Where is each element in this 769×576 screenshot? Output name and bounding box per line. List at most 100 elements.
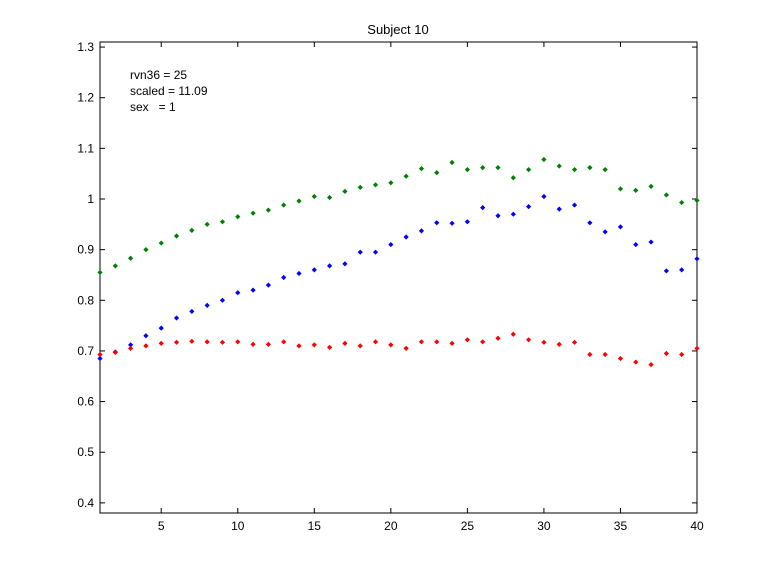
data-point-series-2: [495, 213, 501, 219]
x-tick-label: 30: [537, 519, 551, 533]
data-point-series-3: [587, 351, 593, 358]
data-point-series-2: [571, 202, 578, 208]
data-point-series-1: [648, 183, 654, 189]
data-point-series-3: [219, 339, 226, 345]
data-point-series-1: [311, 193, 317, 200]
y-tick-label: 0.4: [77, 496, 94, 510]
plot-area: [99, 41, 698, 514]
data-point-series-2: [403, 234, 409, 240]
data-point-series-3: [173, 339, 180, 345]
x-tick-label: 10: [231, 519, 245, 533]
data-point-series-3: [327, 344, 333, 350]
data-point-series-3: [388, 342, 394, 348]
data-point-series-3: [403, 345, 409, 352]
data-point-series-1: [434, 170, 440, 176]
data-point-series-1: [327, 194, 333, 201]
data-point-series-1: [204, 221, 210, 227]
y-tick-label: 1.1: [77, 141, 94, 155]
x-tick-label: 25: [461, 519, 475, 533]
data-point-series-3: [281, 339, 287, 345]
data-point-series-3: [556, 341, 562, 347]
y-tick-label: 0.9: [77, 243, 94, 257]
data-point-series-1: [281, 202, 287, 208]
y-tick-label: 1: [87, 192, 94, 206]
data-point-series-3: [571, 339, 578, 345]
data-point-series-3: [128, 345, 134, 352]
data-point-series-2: [189, 308, 195, 315]
y-tick-label: 1.2: [77, 91, 94, 105]
data-point-series-2: [128, 342, 134, 348]
data-point-series-1: [219, 219, 226, 225]
data-point-series-1: [587, 165, 593, 171]
data-point-series-2: [663, 268, 669, 274]
x-tick-label: 40: [690, 519, 704, 533]
data-point-series-1: [694, 197, 700, 204]
y-tick-label: 0.5: [77, 445, 94, 459]
data-point-series-1: [265, 207, 271, 213]
data-point-series-2: [388, 241, 394, 248]
y-axis: 0.4 0.5 0.6 0.7 0.8 0.9 1 1.1 1.2 1.3: [77, 40, 697, 510]
data-point-series-3: [265, 341, 271, 347]
data-point-series-1: [388, 180, 394, 186]
annotation-rvn36: rvn36 = 25: [130, 68, 187, 82]
data-point-series-1: [541, 156, 547, 163]
data-point-series-1: [679, 199, 685, 206]
data-point-series-2: [357, 249, 363, 255]
data-point-series-3: [434, 339, 440, 345]
data-point-series-1: [633, 187, 639, 193]
data-point-series-1: [480, 165, 486, 171]
y-tick-label: 0.7: [77, 344, 94, 358]
data-point-series-3: [97, 351, 103, 358]
data-point-series-2: [464, 219, 470, 225]
data-point-series-1: [526, 167, 532, 173]
data-point-series-1: [602, 167, 608, 173]
data-point-series-2: [541, 193, 547, 200]
data-point-series-2: [327, 263, 333, 269]
data-point-series-2: [587, 220, 593, 226]
data-point-series-1: [510, 175, 516, 181]
data-point-series-2: [694, 256, 700, 262]
y-tick-label: 0.8: [77, 293, 94, 307]
chart-title: Subject 10: [367, 22, 428, 37]
data-point-series-2: [143, 333, 149, 339]
data-point-series-2: [219, 297, 226, 303]
data-point-series-1: [189, 227, 195, 233]
x-tick-label: 35: [614, 519, 628, 533]
data-point-series-3: [112, 349, 118, 356]
data-point-series-1: [112, 263, 118, 269]
data-point-series-3: [510, 331, 516, 337]
data-point-series-2: [173, 315, 180, 321]
data-point-series-3: [648, 362, 654, 368]
data-point-series-3: [357, 343, 363, 349]
data-point-series-3: [633, 359, 639, 365]
data-points: [97, 156, 700, 368]
data-point-series-1: [250, 210, 256, 216]
data-point-series-2: [296, 270, 302, 277]
data-point-series-1: [296, 198, 302, 204]
data-point-series-2: [617, 224, 624, 230]
data-point-series-1: [464, 167, 470, 173]
data-point-series-2: [449, 220, 455, 226]
data-point-series-2: [342, 261, 348, 267]
data-point-series-3: [480, 339, 486, 345]
annotation-sex: sex = 1: [130, 100, 176, 114]
data-point-series-2: [158, 325, 164, 331]
data-point-series-3: [143, 343, 149, 349]
data-point-series-2: [204, 302, 210, 308]
data-point-series-1: [495, 165, 501, 171]
data-point-series-2: [311, 267, 317, 273]
data-point-series-3: [418, 339, 425, 345]
data-point-series-1: [663, 192, 669, 198]
data-point-series-1: [158, 240, 164, 246]
y-tick-label: 1.3: [77, 40, 94, 54]
data-point-series-2: [602, 229, 608, 235]
data-point-series-1: [128, 255, 134, 261]
data-point-series-3: [158, 340, 164, 346]
data-point-series-1: [372, 182, 379, 188]
x-axis: 5 10 15 20 25 30 35 40: [158, 42, 704, 533]
data-point-series-3: [663, 350, 669, 357]
data-point-series-1: [418, 166, 425, 172]
x-tick-label: 5: [158, 519, 165, 533]
data-point-series-2: [235, 290, 241, 296]
data-point-series-1: [235, 214, 241, 220]
